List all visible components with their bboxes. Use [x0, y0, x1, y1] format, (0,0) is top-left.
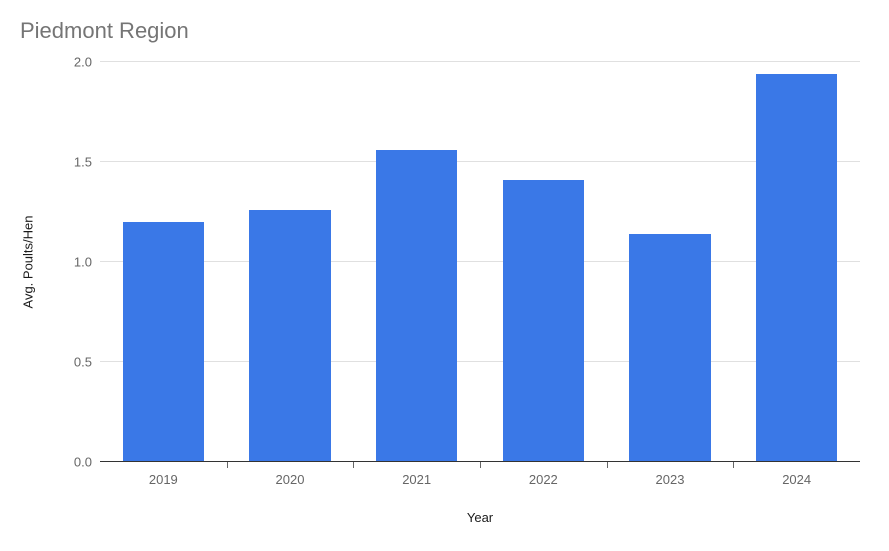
y-tick-label: 1.0	[74, 255, 92, 270]
x-tick-label: 2020	[276, 472, 305, 487]
x-tick	[480, 462, 481, 468]
x-tick-label: 2021	[402, 472, 431, 487]
bar	[629, 234, 710, 462]
x-tick	[227, 462, 228, 468]
bar	[756, 74, 837, 462]
plot-area: 0.00.51.01.52.0201920202021202220232024	[100, 62, 860, 462]
x-tick	[607, 462, 608, 468]
x-axis-label: Year	[467, 510, 493, 525]
x-tick-label: 2019	[149, 472, 178, 487]
bar	[249, 210, 330, 462]
y-tick-label: 0.5	[74, 355, 92, 370]
y-axis-label: Avg. Poults/Hen	[21, 216, 36, 309]
chart-title: Piedmont Region	[20, 18, 189, 44]
x-tick-label: 2023	[656, 472, 685, 487]
bar	[376, 150, 457, 462]
y-tick-label: 1.5	[74, 155, 92, 170]
bar	[503, 180, 584, 462]
y-tick-label: 2.0	[74, 55, 92, 70]
bars-layer	[100, 62, 860, 462]
x-tick	[733, 462, 734, 468]
chart-container: Piedmont Region Avg. Poults/Hen Year 0.0…	[0, 0, 889, 551]
x-tick-label: 2024	[782, 472, 811, 487]
bar	[123, 222, 204, 462]
x-tick-label: 2022	[529, 472, 558, 487]
x-tick	[353, 462, 354, 468]
y-tick-label: 0.0	[74, 455, 92, 470]
